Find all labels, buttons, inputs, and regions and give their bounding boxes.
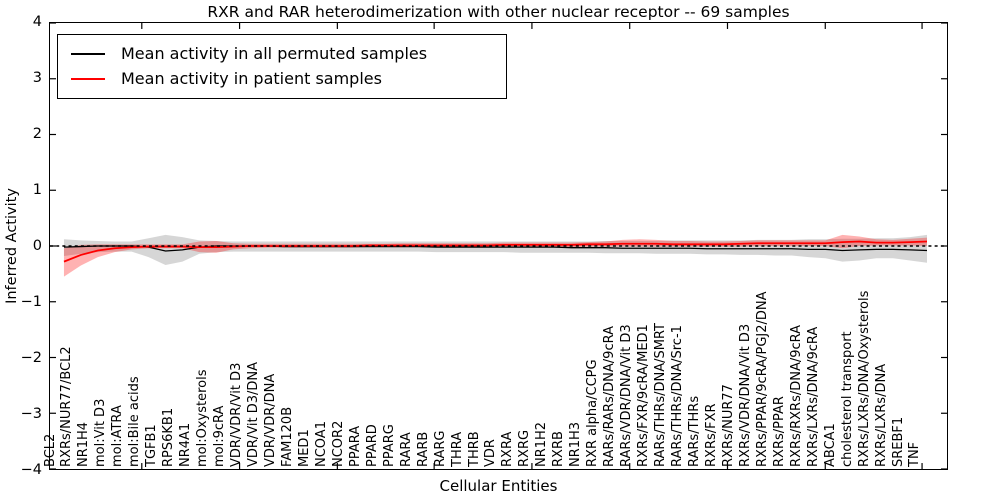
x-tick-label: TNF [907, 441, 923, 467]
x-tick-label: RARB [415, 431, 431, 467]
x-tick-label: VDR/VDR/Vit D3 [229, 362, 245, 467]
x-tick-label: RARs/THRs/DNA/Src-1 [670, 325, 686, 467]
x-tick-label: PPARG [381, 424, 397, 467]
x-tick-label: mol:Bile acids [127, 376, 143, 467]
x-tick-label: RXRs/RXRs/DNA/9cRA [788, 324, 804, 467]
x-tick-label: NCOR2 [330, 420, 346, 467]
x-tick-label: MED1 [296, 429, 312, 467]
x-tick-label: RXRA [500, 431, 516, 467]
x-tick-label: RARA [398, 432, 414, 467]
x-tick-label: VDR/Vit D3/DNA [246, 361, 262, 467]
x-tick-label: BCL2 [42, 433, 58, 467]
x-tick-label: NCOA1 [313, 421, 329, 467]
x-tick-label: PPARA [347, 425, 363, 467]
axis-ticks [50, 23, 947, 469]
x-tick-label: PPARD [364, 424, 380, 467]
x-tick-label: RARs/VDR/DNA/Vit D3 [619, 324, 635, 467]
x-tick-label: TGFB1 [144, 424, 160, 467]
x-tick-label: NR1H2 [534, 421, 550, 467]
y-tick-label: −1 [20, 294, 42, 310]
x-tick-label: mol:9cRA [212, 405, 228, 467]
y-tick-label: 0 [32, 238, 42, 254]
x-tick-label: RXRs/FXR/9cRA/MED1 [636, 324, 652, 467]
y-tick-label: −2 [20, 350, 42, 366]
x-tick-label: RXRs/PPAR [771, 396, 787, 467]
legend-label-patient: Mean activity in patient samples [121, 69, 382, 88]
y-tick-label: −3 [20, 406, 42, 422]
legend-line-sample-black [71, 52, 105, 55]
x-tick-label: RXRB [551, 431, 567, 467]
x-tick-label: cholesterol transport [839, 331, 855, 467]
x-tick-label: THRB [466, 431, 482, 467]
x-tick-label: NR1H3 [568, 421, 584, 467]
patient-mean-line [63, 240, 928, 263]
x-tick-label: NR1H4 [76, 421, 92, 467]
x-tick-label: RXRs/PPAR/9cRA/PGJ2/DNA [754, 291, 770, 468]
x-tick-label: RARs/THRs/DNA/SMRT [653, 323, 669, 467]
x-tick-label: RARG [432, 430, 448, 467]
legend-item-permuted: Mean activity in all permuted samples [58, 41, 506, 66]
plot-canvas [50, 23, 947, 469]
chart-title: RXR and RAR heterodimerization with othe… [207, 3, 790, 21]
legend-item-patient: Mean activity in patient samples [58, 66, 506, 91]
x-tick-label: RPS6KB1 [161, 407, 177, 467]
x-tick-label: FAM120B [279, 406, 295, 467]
x-tick-label: RXRs/FXR [703, 403, 719, 467]
x-tick-label: RXRs/LXRs/DNA [873, 363, 889, 467]
x-tick-label: mol:ATRA [110, 405, 126, 467]
x-tick-label: THRA [449, 431, 465, 467]
x-tick-label: RXRs/VDR/DNA/Vit D3 [737, 323, 753, 467]
x-tick-label: RXRs/NUR77/BCL2 [59, 346, 75, 467]
x-axis-label: Cellular Entities [439, 477, 558, 495]
x-tick-label: RARs/THRs [686, 395, 702, 467]
x-tick-label: mol:Vit D3 [93, 398, 109, 467]
x-tick-label: RARs/RARs/DNA/9cRA [602, 326, 618, 467]
x-tick-label: VDR [483, 439, 499, 467]
x-tick-label: RXRs/LXRs/DNA/Oxysterols [856, 290, 872, 467]
legend-line-sample-red [71, 77, 105, 80]
x-tick-label: RXRs/LXRs/DNA/9cRA [805, 326, 821, 467]
x-tick-label: VDR/VDR/DNA [262, 373, 278, 467]
x-tick-label: RXRs/NUR77 [720, 384, 736, 467]
permuted-band [63, 234, 928, 265]
x-tick-label: SREBF1 [890, 416, 906, 467]
x-tick-label: NR4A1 [178, 422, 194, 467]
x-tick-label: RXRG [517, 429, 533, 467]
x-tick-label: mol:Oxysterols [195, 369, 211, 468]
x-tick-label: RXR alpha/CCPG [585, 359, 601, 467]
y-tick-label: 4 [32, 14, 42, 30]
x-tick-label: ABCA1 [822, 423, 838, 467]
y-tick-label: 3 [32, 70, 42, 86]
y-tick-label: 2 [32, 126, 42, 142]
legend-label-permuted: Mean activity in all permuted samples [121, 44, 428, 63]
legend: Mean activity in all permuted samples Me… [57, 34, 507, 99]
y-tick-label: −4 [20, 462, 42, 478]
y-tick-label: 1 [32, 182, 42, 198]
